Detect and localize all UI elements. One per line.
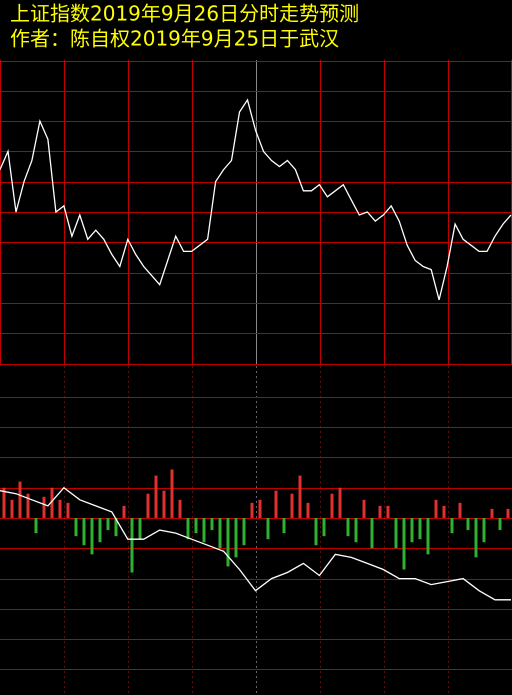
bar	[338, 487, 342, 518]
bar	[274, 490, 278, 518]
bar	[66, 502, 70, 518]
bar	[74, 517, 78, 537]
bar	[498, 517, 502, 531]
bar	[26, 493, 30, 518]
bar	[466, 517, 470, 531]
bar	[50, 487, 54, 518]
bar	[10, 499, 14, 518]
bar	[122, 505, 126, 518]
bar	[434, 499, 438, 518]
bar	[418, 517, 422, 540]
bar	[322, 517, 326, 537]
bar	[202, 517, 206, 543]
bar	[210, 517, 214, 531]
bar	[370, 517, 374, 549]
bar	[130, 517, 134, 573]
bar	[306, 502, 310, 518]
bar	[194, 517, 198, 534]
bar	[506, 508, 510, 518]
bar	[178, 499, 182, 518]
bar	[250, 502, 254, 518]
bar	[290, 493, 294, 518]
bar	[298, 475, 302, 518]
bar	[82, 517, 86, 546]
bar	[154, 475, 158, 518]
bar	[106, 517, 110, 531]
bar	[426, 517, 430, 555]
bar	[410, 517, 414, 543]
bar	[362, 499, 366, 518]
bar	[186, 517, 190, 540]
chart-subtitle: 作者：陈自权2019年9月25日于武汉	[10, 27, 339, 51]
price-line	[0, 98, 512, 301]
bar	[18, 481, 22, 518]
bar	[394, 517, 398, 549]
bar	[58, 499, 62, 518]
bar	[98, 517, 102, 543]
bar	[146, 493, 150, 518]
bar	[450, 517, 454, 534]
bar	[378, 505, 382, 518]
bar	[386, 505, 390, 518]
bar	[458, 502, 462, 518]
bar	[482, 517, 486, 543]
bar	[474, 517, 478, 558]
bar	[138, 517, 142, 540]
bar	[2, 487, 6, 518]
bar	[314, 517, 318, 546]
bar	[226, 517, 230, 567]
bar	[490, 508, 494, 518]
bar	[242, 517, 246, 546]
bar	[346, 517, 350, 537]
bar	[170, 469, 174, 518]
bar	[258, 499, 262, 518]
indicator-line	[0, 486, 511, 601]
bar	[354, 517, 358, 543]
bar	[90, 517, 94, 555]
bar	[330, 493, 334, 518]
bar	[114, 517, 118, 537]
bar	[442, 505, 446, 518]
bar	[266, 517, 270, 540]
bar	[402, 517, 406, 570]
bar	[34, 517, 38, 534]
bar	[218, 517, 222, 549]
bar	[162, 490, 166, 518]
bar	[234, 517, 238, 558]
chart-title: 上证指数2019年9月26日分时走势预测	[10, 2, 359, 26]
bar	[282, 517, 286, 534]
bar	[42, 496, 46, 518]
